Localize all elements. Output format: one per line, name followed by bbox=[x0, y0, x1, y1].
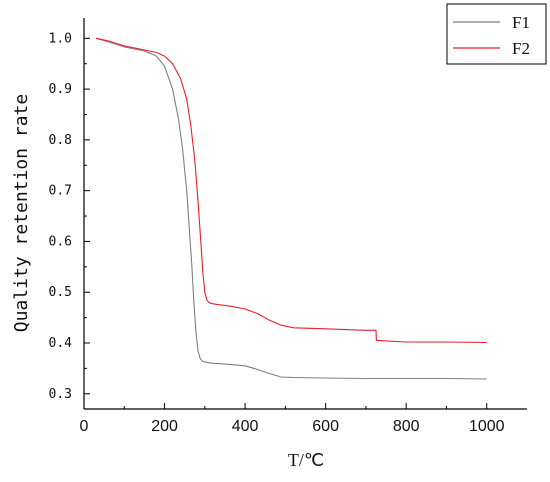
y-ticks: 0.3 0.4 0.5 0.6 0.7 0.8 0.9 1.0 bbox=[49, 31, 90, 402]
legend-label-f2: F2 bbox=[512, 39, 530, 58]
y-tick-label: 0.6 bbox=[49, 234, 72, 249]
plot-frame bbox=[83, 18, 527, 410]
x-ticks: 0 200 400 600 800 1000 bbox=[80, 403, 505, 435]
x-tick-label: 800 bbox=[393, 418, 420, 435]
series-line-f1 bbox=[95, 37, 487, 380]
series-line-f2 bbox=[95, 37, 487, 344]
y-tick-label: 0.3 bbox=[49, 387, 72, 402]
legend-box bbox=[446, 3, 547, 65]
y-tick-label: 1.0 bbox=[49, 31, 72, 46]
legend-label-f1: F1 bbox=[512, 13, 530, 32]
x-tick-label: 1000 bbox=[469, 418, 505, 435]
x-tick-label: 200 bbox=[151, 418, 178, 435]
y-tick-label: 0.8 bbox=[49, 133, 72, 148]
x-tick-label: 0 bbox=[80, 418, 89, 435]
y-tick-label: 0.9 bbox=[49, 82, 72, 97]
y-axis-title: Quality retention rate bbox=[11, 94, 32, 332]
x-tick-label: 600 bbox=[312, 418, 339, 435]
series-layer bbox=[95, 37, 487, 380]
x-axis-title: T/℃ bbox=[288, 450, 324, 470]
x-tick-label: 400 bbox=[232, 418, 259, 435]
y-tick-label: 0.4 bbox=[49, 336, 73, 351]
y-tick-label: 0.7 bbox=[49, 184, 72, 199]
y-tick-label: 0.5 bbox=[49, 285, 72, 300]
